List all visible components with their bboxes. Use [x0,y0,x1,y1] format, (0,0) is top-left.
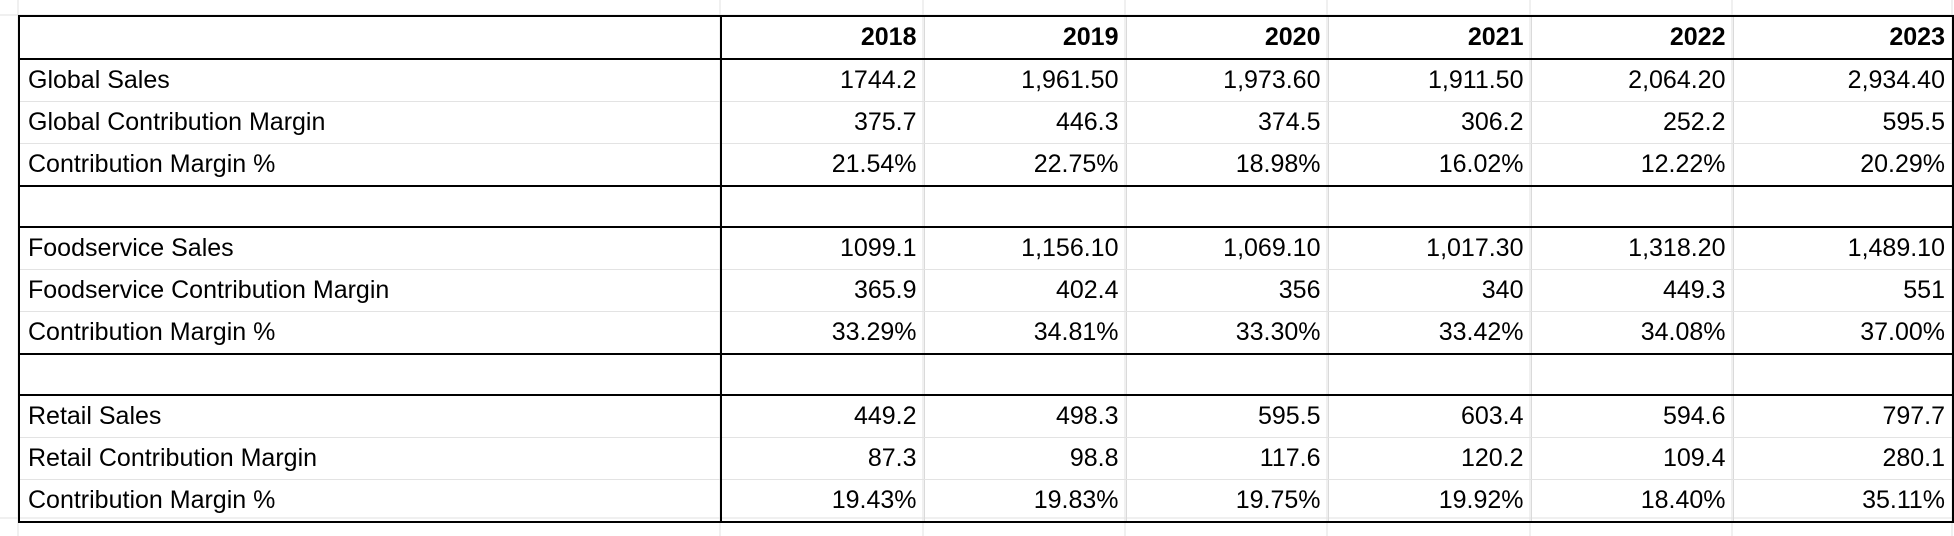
value-cell[interactable]: 375.7 [720,101,925,144]
row-label[interactable]: Global Contribution Margin [18,101,722,144]
value-cell[interactable]: 19.92% [1327,479,1532,523]
table-row: Foodservice Contribution Margin 365.9 40… [18,269,1954,312]
value-cell[interactable]: 2,064.20 [1530,59,1734,102]
value-cell[interactable]: 37.00% [1732,311,1954,355]
row-label[interactable]: Global Sales [18,59,722,102]
value-cell[interactable]: 594.6 [1530,395,1734,438]
value-cell[interactable]: 33.42% [1327,311,1532,355]
year-header-2022[interactable]: 2022 [1530,15,1734,60]
value-cell[interactable]: 19.75% [1125,479,1329,523]
value-cell[interactable]: 446.3 [923,101,1127,144]
value-cell[interactable]: 595.5 [1125,395,1329,438]
spacer-row [18,186,1954,228]
value-cell[interactable]: 449.2 [720,395,925,438]
table-row: Global Sales 1744.2 1,961.50 1,973.60 1,… [18,59,1954,102]
value-cell[interactable] [1530,186,1734,228]
value-cell[interactable]: 1,961.50 [923,59,1127,102]
header-row: 2018 2019 2020 2021 2022 2023 [18,15,1954,60]
value-cell[interactable]: 603.4 [1327,395,1532,438]
row-label[interactable]: Foodservice Sales [18,227,722,270]
table-row: Foodservice Sales 1099.1 1,156.10 1,069.… [18,227,1954,270]
value-cell[interactable]: 280.1 [1732,437,1954,480]
row-label[interactable]: Contribution Margin % [18,479,722,523]
value-cell[interactable]: 20.29% [1732,143,1954,187]
value-cell[interactable] [720,186,925,228]
year-header-2023[interactable]: 2023 [1732,15,1954,60]
table-row: Contribution Margin % 21.54% 22.75% 18.9… [18,143,1954,187]
value-cell[interactable]: 1,489.10 [1732,227,1954,270]
value-cell[interactable]: 1,017.30 [1327,227,1532,270]
table-row: Retail Sales 449.2 498.3 595.5 603.4 594… [18,395,1954,438]
value-cell[interactable] [1125,186,1329,228]
row-label[interactable] [18,354,722,396]
value-cell[interactable]: 252.2 [1530,101,1734,144]
value-cell[interactable]: 1744.2 [720,59,925,102]
value-cell[interactable]: 33.30% [1125,311,1329,355]
corner-cell[interactable] [18,15,722,60]
value-cell[interactable]: 16.02% [1327,143,1532,187]
value-cell[interactable] [923,186,1127,228]
table-row: Retail Contribution Margin 87.3 98.8 117… [18,437,1954,480]
value-cell[interactable]: 34.08% [1530,311,1734,355]
value-cell[interactable] [1732,186,1954,228]
table-row: Contribution Margin % 33.29% 34.81% 33.3… [18,311,1954,355]
value-cell[interactable]: 120.2 [1327,437,1532,480]
value-cell[interactable]: 109.4 [1530,437,1734,480]
row-label[interactable]: Contribution Margin % [18,311,722,355]
value-cell[interactable]: 117.6 [1125,437,1329,480]
value-cell[interactable]: 1,318.20 [1530,227,1734,270]
value-cell[interactable]: 34.81% [923,311,1127,355]
value-cell[interactable]: 19.43% [720,479,925,523]
value-cell[interactable]: 87.3 [720,437,925,480]
value-cell[interactable]: 551 [1732,269,1954,312]
value-cell[interactable]: 356 [1125,269,1329,312]
value-cell[interactable] [923,354,1127,396]
value-cell[interactable]: 18.40% [1530,479,1734,523]
value-cell[interactable] [1530,354,1734,396]
value-cell[interactable]: 1,069.10 [1125,227,1329,270]
value-cell[interactable]: 33.29% [720,311,925,355]
value-cell[interactable]: 374.5 [1125,101,1329,144]
value-cell[interactable] [720,354,925,396]
value-cell[interactable] [1125,354,1329,396]
row-label[interactable]: Foodservice Contribution Margin [18,269,722,312]
value-cell[interactable] [1732,354,1954,396]
value-cell[interactable]: 595.5 [1732,101,1954,144]
value-cell[interactable] [1327,354,1532,396]
row-label[interactable]: Retail Contribution Margin [18,437,722,480]
value-cell[interactable]: 22.75% [923,143,1127,187]
value-cell[interactable]: 2,934.40 [1732,59,1954,102]
row-label[interactable]: Contribution Margin % [18,143,722,187]
year-header-2021[interactable]: 2021 [1327,15,1532,60]
data-table: 2018 2019 2020 2021 2022 2023 Global Sal… [18,15,1954,523]
value-cell[interactable]: 449.3 [1530,269,1734,312]
value-cell[interactable]: 306.2 [1327,101,1532,144]
value-cell[interactable]: 498.3 [923,395,1127,438]
value-cell[interactable]: 21.54% [720,143,925,187]
year-header-2019[interactable]: 2019 [923,15,1127,60]
table-row: Contribution Margin % 19.43% 19.83% 19.7… [18,479,1954,523]
value-cell[interactable]: 365.9 [720,269,925,312]
year-header-2020[interactable]: 2020 [1125,15,1329,60]
value-cell[interactable]: 797.7 [1732,395,1954,438]
value-cell[interactable]: 12.22% [1530,143,1734,187]
value-cell[interactable]: 1099.1 [720,227,925,270]
table-row: Global Contribution Margin 375.7 446.3 3… [18,101,1954,144]
value-cell[interactable]: 1,911.50 [1327,59,1532,102]
value-cell[interactable]: 18.98% [1125,143,1329,187]
value-cell[interactable]: 402.4 [923,269,1127,312]
value-cell[interactable]: 340 [1327,269,1532,312]
value-cell[interactable]: 1,973.60 [1125,59,1329,102]
spacer-row [18,354,1954,396]
value-cell[interactable]: 19.83% [923,479,1127,523]
value-cell[interactable] [1327,186,1532,228]
value-cell[interactable]: 35.11% [1732,479,1954,523]
value-cell[interactable]: 98.8 [923,437,1127,480]
row-label[interactable]: Retail Sales [18,395,722,438]
year-header-2018[interactable]: 2018 [720,15,925,60]
value-cell[interactable]: 1,156.10 [923,227,1127,270]
row-label[interactable] [18,186,722,228]
